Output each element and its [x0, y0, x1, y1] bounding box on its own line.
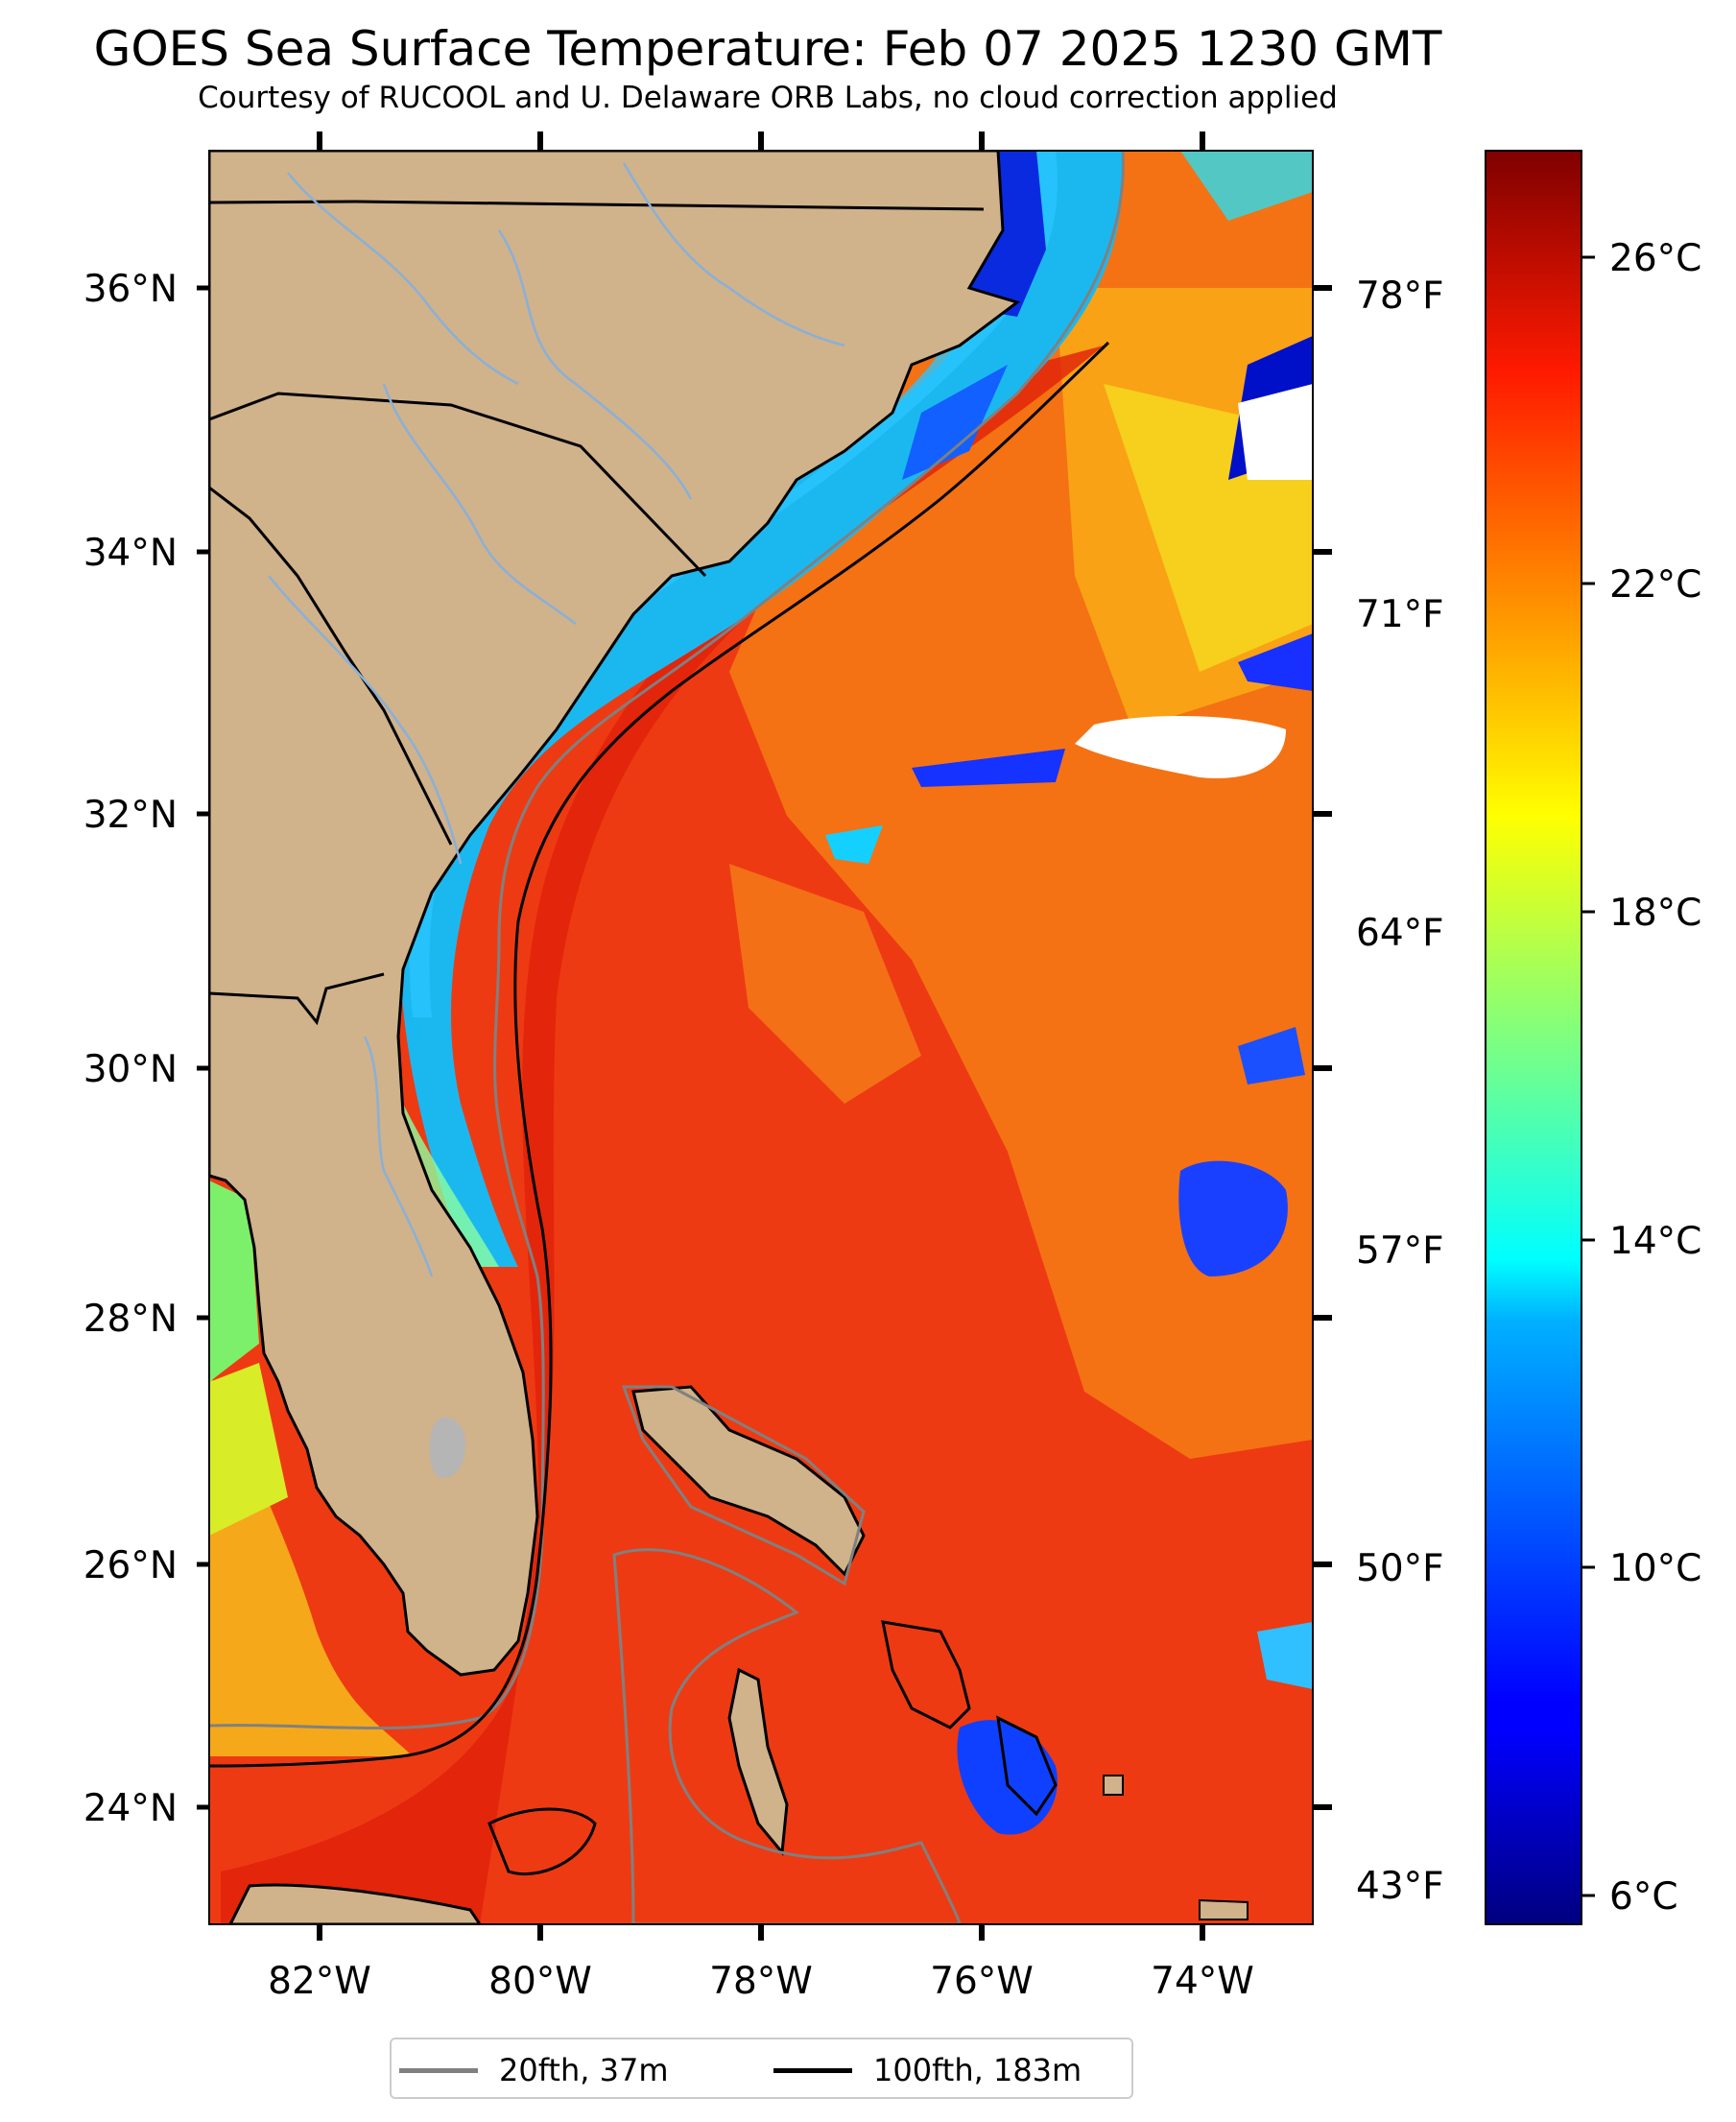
map-subtitle: Courtesy of RUCOOL and U. Delaware ORB L… [198, 81, 1338, 115]
lon-labels: 82°W 80°W 78°W 76°W 74°W [268, 1960, 1254, 2003]
lat-label: 36°N [83, 268, 178, 311]
fahrenheit-label: 78°F [1356, 274, 1444, 318]
legend-label: 20fth, 37m [499, 2052, 669, 2088]
colorbar-label: 10°C [1609, 1547, 1701, 1590]
legend-item-20fth: 20fth, 37m [399, 2049, 668, 2091]
colorbar [1485, 150, 1582, 1925]
map-title: GOES Sea Surface Temperature: Feb 07 202… [93, 21, 1442, 77]
legend-swatch [773, 2067, 852, 2073]
lat-labels: 36°N 34°N 32°N 30°N 28°N 26°N 24°N [83, 268, 178, 1830]
legend-label: 100fth, 183m [873, 2052, 1082, 2088]
isobath-legend: 20fth, 37m 100fth, 183m [390, 2038, 1133, 2099]
lat-label: 24°N [83, 1787, 178, 1830]
fahrenheit-label: 43°F [1356, 1865, 1444, 1908]
isobath-100fth [209, 341, 1110, 1768]
lake-okeechobee [429, 1417, 465, 1478]
colorbar-label: 18°C [1609, 892, 1701, 935]
lon-label: 82°W [268, 1960, 371, 2003]
lat-label: 30°N [83, 1048, 178, 1091]
lat-label: 28°N [83, 1298, 178, 1341]
lat-ticks-left [197, 285, 209, 1810]
legend-item-100fth: 100fth, 183m [773, 2049, 1082, 2091]
fahrenheit-label: 50°F [1356, 1547, 1444, 1590]
lat-label: 34°N [83, 532, 178, 575]
fahrenheit-label: 64°F [1356, 912, 1444, 955]
map-area [209, 151, 1313, 1924]
lat-label: 32°N [83, 794, 178, 837]
fahrenheit-labels: 78°F 71°F 64°F 57°F 50°F 43°F [1356, 274, 1444, 1908]
colorbar-label: 6°C [1609, 1875, 1678, 1919]
legend-swatch [399, 2067, 478, 2073]
fahrenheit-label: 71°F [1356, 593, 1444, 636]
land-grand-bahama [631, 1385, 866, 1577]
lon-label: 76°W [930, 1960, 1034, 2003]
colorbar-label: 22°C [1609, 563, 1701, 607]
land-cuba [228, 1883, 482, 1924]
isobath-20fth [209, 151, 1125, 1730]
rivers [268, 162, 845, 1277]
lon-label: 80°W [488, 1960, 592, 2003]
land-mainland [209, 151, 1021, 1677]
lon-label: 78°W [709, 1960, 813, 2003]
lon-label: 74°W [1151, 1960, 1254, 2003]
colorbar-labels: 26°C 22°C 18°C 14°C 10°C 6°C [1609, 237, 1701, 1919]
lat-label: 26°N [83, 1544, 178, 1587]
colorbar-label: 14°C [1609, 1220, 1701, 1263]
colorbar-label: 26°C [1609, 237, 1701, 280]
fahrenheit-label: 57°F [1356, 1229, 1444, 1273]
